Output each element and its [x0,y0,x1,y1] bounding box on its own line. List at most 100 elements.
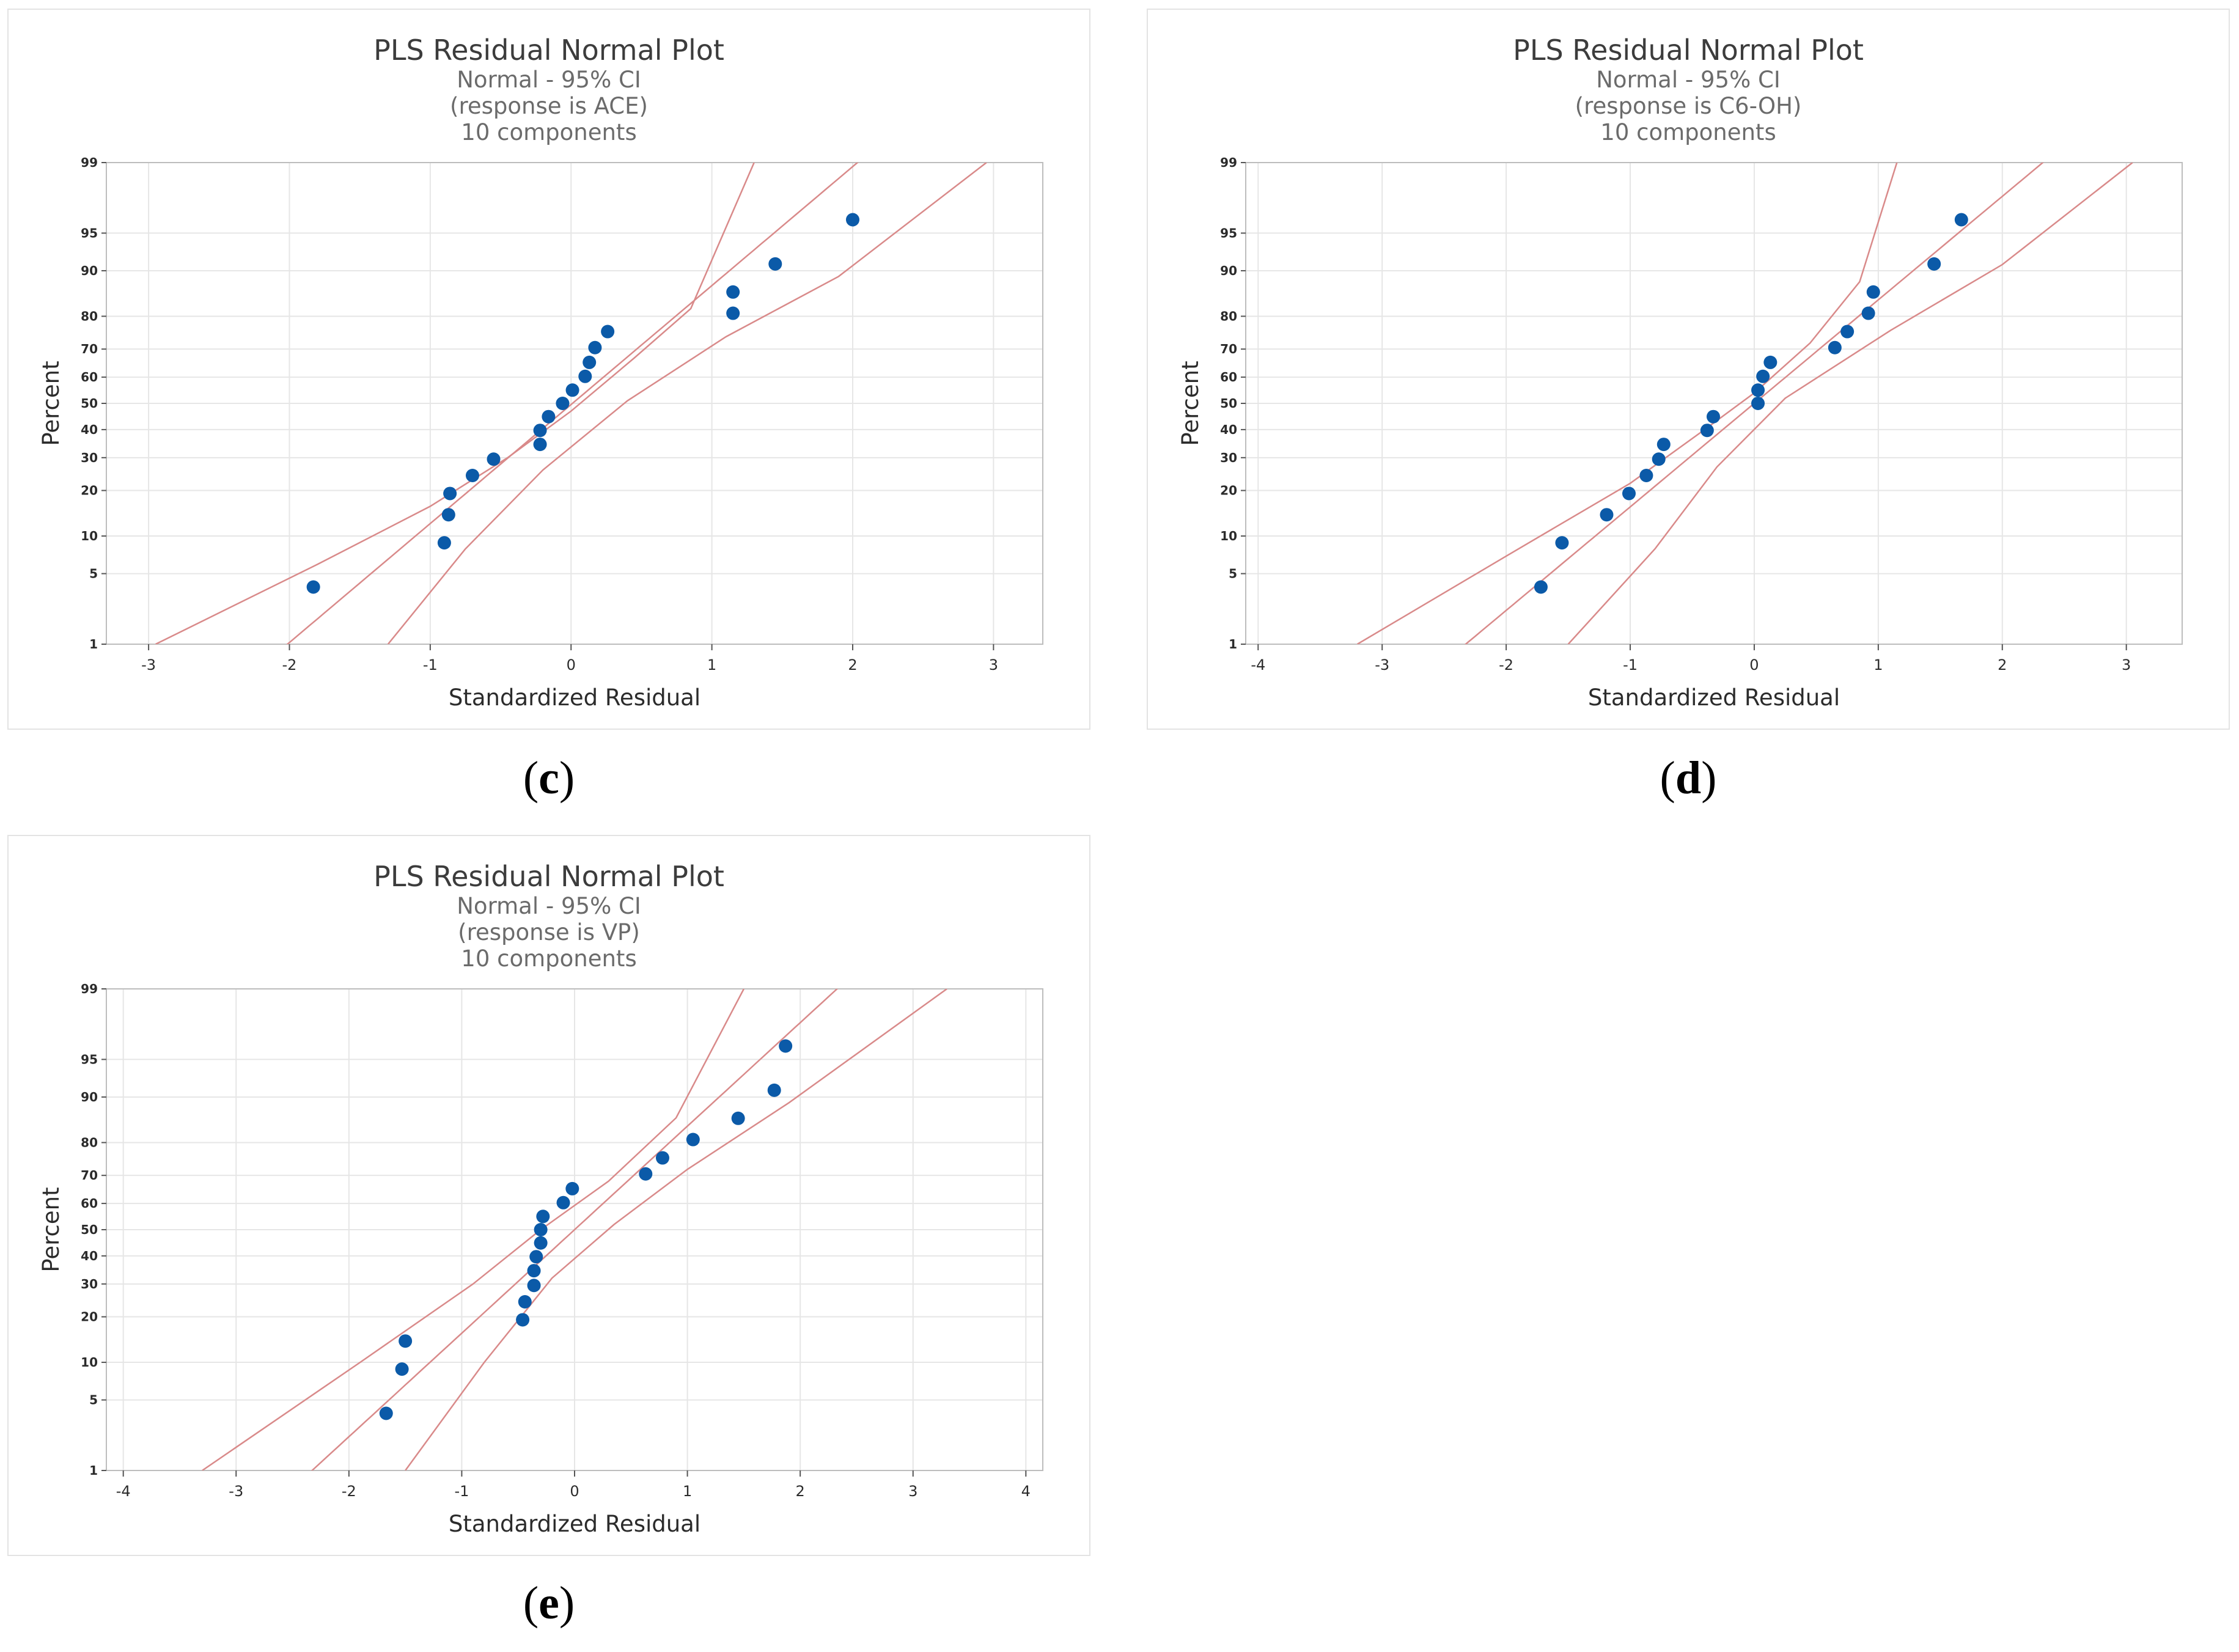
data-point [655,1151,669,1165]
ci-lower-band [405,989,947,1470]
data-point [443,486,457,501]
x-tick-label: -4 [1251,656,1265,674]
x-tick-label: -2 [1499,656,1513,674]
x-tick-label: -4 [116,1483,131,1500]
data-point [1706,409,1720,424]
caption-c-letter: c [539,752,559,804]
fitted-line [1464,163,2044,644]
y-tick-label: 95 [81,1052,98,1066]
data-point [533,438,547,452]
x-tick-label: 0 [1749,656,1759,674]
data-point [536,1210,550,1224]
data-point [1555,536,1569,550]
data-point [518,1294,532,1309]
y-tick-label: 5 [89,1393,98,1408]
caption-d: (d) [1660,752,1717,804]
data-point [1763,355,1778,369]
y-tick-label: 10 [1220,529,1237,543]
data-point [588,340,602,354]
y-tick-label: 30 [1220,450,1237,465]
chart-subtitle-1: Normal - 95% CI [457,893,641,919]
y-tick-label: 90 [81,263,98,278]
chart-subtitle-2: (response is ACE) [450,93,648,119]
data-point [1639,468,1653,482]
chart-title: PLS Residual Normal Plot [1513,34,1864,67]
ci-upper-band [1356,163,1898,644]
y-tick-label: 20 [81,483,98,498]
data-point [1840,325,1855,339]
data-point [529,1250,543,1264]
y-axis-label: Percent [38,1187,64,1272]
data-point [768,257,782,271]
data-point [1927,257,1941,271]
chart-title: PLS Residual Normal Plot [373,34,724,67]
data-point [399,1334,413,1348]
y-tick-label: 5 [89,567,98,581]
y-tick-label: 5 [1229,567,1237,581]
caption-c: (c) [523,752,575,804]
ci-lower-band [387,163,987,644]
x-tick-label: 0 [570,1483,579,1500]
y-tick-label: 30 [81,450,98,465]
data-point [726,306,740,320]
data-point [441,508,455,522]
data-point [1861,306,1875,320]
y-tick-label: 1 [1229,637,1237,652]
x-axis-label: Standardized Residual [449,1511,700,1537]
data-point [578,369,592,383]
chart-subtitle-1: Normal - 95% CI [1596,67,1781,93]
data-point [527,1279,541,1293]
y-tick-label: 95 [1220,226,1237,240]
data-point [767,1083,781,1097]
data-point [1600,508,1614,522]
data-point [556,397,570,410]
data-point [437,536,451,550]
y-tick-label: 99 [1220,155,1237,170]
x-tick-label: -3 [141,656,156,674]
y-tick-label: 30 [81,1277,98,1291]
data-point [1534,580,1548,594]
chart-subtitle-3: 10 components [461,945,636,972]
chart-subtitle-1: Normal - 95% CI [457,67,641,93]
data-point [379,1406,393,1420]
x-tick-label: -2 [342,1483,356,1500]
data-point [534,1223,548,1236]
y-tick-label: 1 [89,1463,98,1478]
y-tick-label: 50 [81,396,98,411]
data-point [1828,340,1842,354]
data-point [1700,424,1714,438]
data-point [534,1236,548,1250]
x-tick-label: -1 [423,656,438,674]
data-point [1751,397,1765,410]
y-tick-label: 40 [81,1249,98,1263]
y-tick-label: 60 [81,1196,98,1211]
chart-panel-c: PLS Residual Normal Plot Normal - 95% CI(… [7,9,1090,730]
data-point [726,285,740,299]
x-tick-label: 1 [707,656,716,674]
chart-title: PLS Residual Normal Plot [373,860,724,893]
x-tick-label: 3 [908,1483,917,1500]
y-axis-label: Percent [38,361,64,446]
fitted-line [286,163,859,644]
x-tick-label: 4 [1021,1483,1031,1500]
caption-e-letter: e [539,1577,559,1629]
data-point [516,1313,530,1327]
x-tick-label: -1 [454,1483,469,1500]
y-tick-label: 20 [81,1310,98,1324]
x-tick-label: 0 [567,656,576,674]
data-point [639,1167,653,1181]
data-point [1652,452,1666,466]
data-point [1866,285,1880,299]
y-tick-label: 10 [81,1355,98,1370]
chart-subtitle-2: (response is VP) [458,919,640,945]
caption-e: (e) [523,1577,575,1629]
chart-subtitle-3: 10 components [461,119,636,145]
data-point [1954,213,1968,227]
y-tick-label: 60 [81,370,98,384]
x-tick-label: 1 [1873,656,1883,674]
x-tick-label: -3 [229,1483,243,1500]
data-point [306,580,320,594]
